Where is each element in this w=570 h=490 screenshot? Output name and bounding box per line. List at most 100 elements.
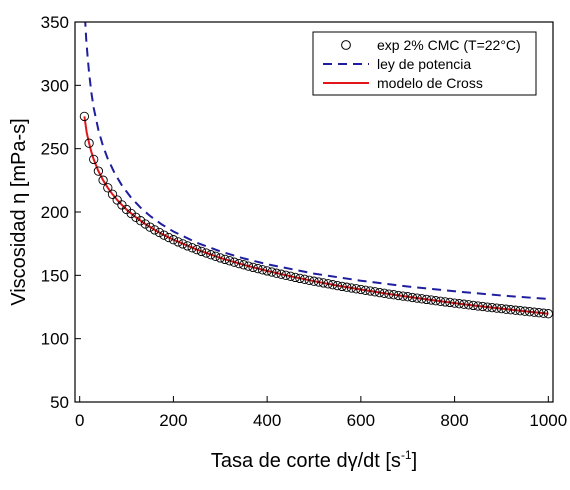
data-point <box>89 154 99 165</box>
data-point <box>463 300 474 310</box>
data-point <box>290 272 300 283</box>
data-point <box>407 292 418 303</box>
data-point <box>299 274 310 284</box>
data-point <box>206 250 216 260</box>
data-point <box>478 301 488 312</box>
data-point <box>192 244 202 255</box>
data-point <box>182 241 193 251</box>
data-point <box>154 227 165 238</box>
data-point <box>248 262 258 273</box>
data-point <box>356 284 366 295</box>
cross-model-line <box>83 116 549 315</box>
data-point <box>267 267 277 277</box>
y-axis-label: Viscosidad η [mPa-s] <box>8 118 30 306</box>
data-point <box>168 235 179 245</box>
data-point <box>103 183 113 193</box>
data-point <box>253 263 263 274</box>
data-point <box>145 222 155 232</box>
data-point <box>482 302 493 312</box>
data-point <box>271 268 282 278</box>
data-point <box>468 300 478 311</box>
data-point <box>309 276 319 286</box>
data-point <box>178 239 188 249</box>
data-point <box>426 295 436 305</box>
x-axis-label-close: ] <box>412 450 418 472</box>
data-point <box>107 189 118 199</box>
data-point <box>449 298 460 308</box>
data-point <box>417 294 427 304</box>
data-point <box>295 273 305 284</box>
y-tick-label: 100 <box>41 330 69 349</box>
data-point <box>196 246 207 257</box>
data-point <box>506 305 516 315</box>
data-point <box>487 302 497 313</box>
x-tick-label: 0 <box>75 411 84 430</box>
data-point <box>510 305 521 315</box>
data-point <box>346 283 357 293</box>
data-point <box>215 253 225 263</box>
data-point <box>314 277 324 287</box>
data-point <box>93 166 104 176</box>
plot-area <box>79 22 553 319</box>
data-point <box>342 282 352 292</box>
data-point <box>389 290 399 300</box>
data-point <box>164 232 174 243</box>
data-point <box>285 271 296 281</box>
data-point <box>150 225 160 235</box>
data-point <box>229 257 239 267</box>
y-tick-label: 300 <box>41 76 69 95</box>
x-axis-label-main: Tasa de corte dγ/dt [s <box>211 450 401 472</box>
data-point <box>281 270 291 280</box>
data-point <box>379 288 389 298</box>
x-axis-label: Tasa de corte dγ/dt [s-1] <box>211 448 417 472</box>
data-point <box>201 248 211 258</box>
data-point <box>520 306 530 316</box>
data-point <box>276 269 286 279</box>
data-point <box>496 303 507 314</box>
x-axis-label-exponent: -1 <box>401 448 412 462</box>
x-tick-label: 600 <box>347 411 375 430</box>
data-point <box>374 287 385 298</box>
data-point <box>473 301 483 311</box>
y-axis: 50 100 150 200 250 300 350 <box>41 13 81 412</box>
power-law-line <box>84 22 549 300</box>
data-point <box>140 219 150 229</box>
data-point <box>440 297 450 307</box>
x-tick-label: 400 <box>253 411 281 430</box>
data-point <box>538 308 549 318</box>
y-tick-label: 250 <box>41 140 69 159</box>
data-point <box>398 291 408 301</box>
legend-label: exp 2% CMC (T=22°C) <box>377 37 521 53</box>
data-point <box>384 289 394 299</box>
data-point <box>412 293 422 303</box>
data-point <box>262 266 272 276</box>
data-point <box>239 260 249 270</box>
legend: exp 2% CMC (T=22°C) ley de potencia modelo… <box>312 31 537 96</box>
data-point <box>501 304 511 314</box>
data-point <box>403 292 413 302</box>
data-point <box>257 265 268 275</box>
legend-marker-experimental <box>341 40 351 50</box>
data-point <box>112 195 122 205</box>
data-point <box>370 287 380 297</box>
data-point <box>220 254 230 265</box>
data-point <box>534 308 544 318</box>
data-point <box>98 175 108 185</box>
data-point <box>243 261 254 271</box>
data-point <box>159 230 169 240</box>
y-tick-label: 350 <box>41 13 69 32</box>
data-point <box>79 111 90 122</box>
data-point <box>135 216 146 226</box>
data-point <box>365 286 375 296</box>
data-point <box>445 297 455 308</box>
x-tick-label: 1000 <box>529 411 567 430</box>
data-point <box>524 307 535 317</box>
x-tick-label: 800 <box>440 411 468 430</box>
x-tick-label: 200 <box>159 411 187 430</box>
data-point <box>431 296 441 306</box>
data-point <box>131 212 141 222</box>
data-point <box>492 303 502 313</box>
data-point <box>173 237 183 247</box>
data-point <box>435 296 446 306</box>
